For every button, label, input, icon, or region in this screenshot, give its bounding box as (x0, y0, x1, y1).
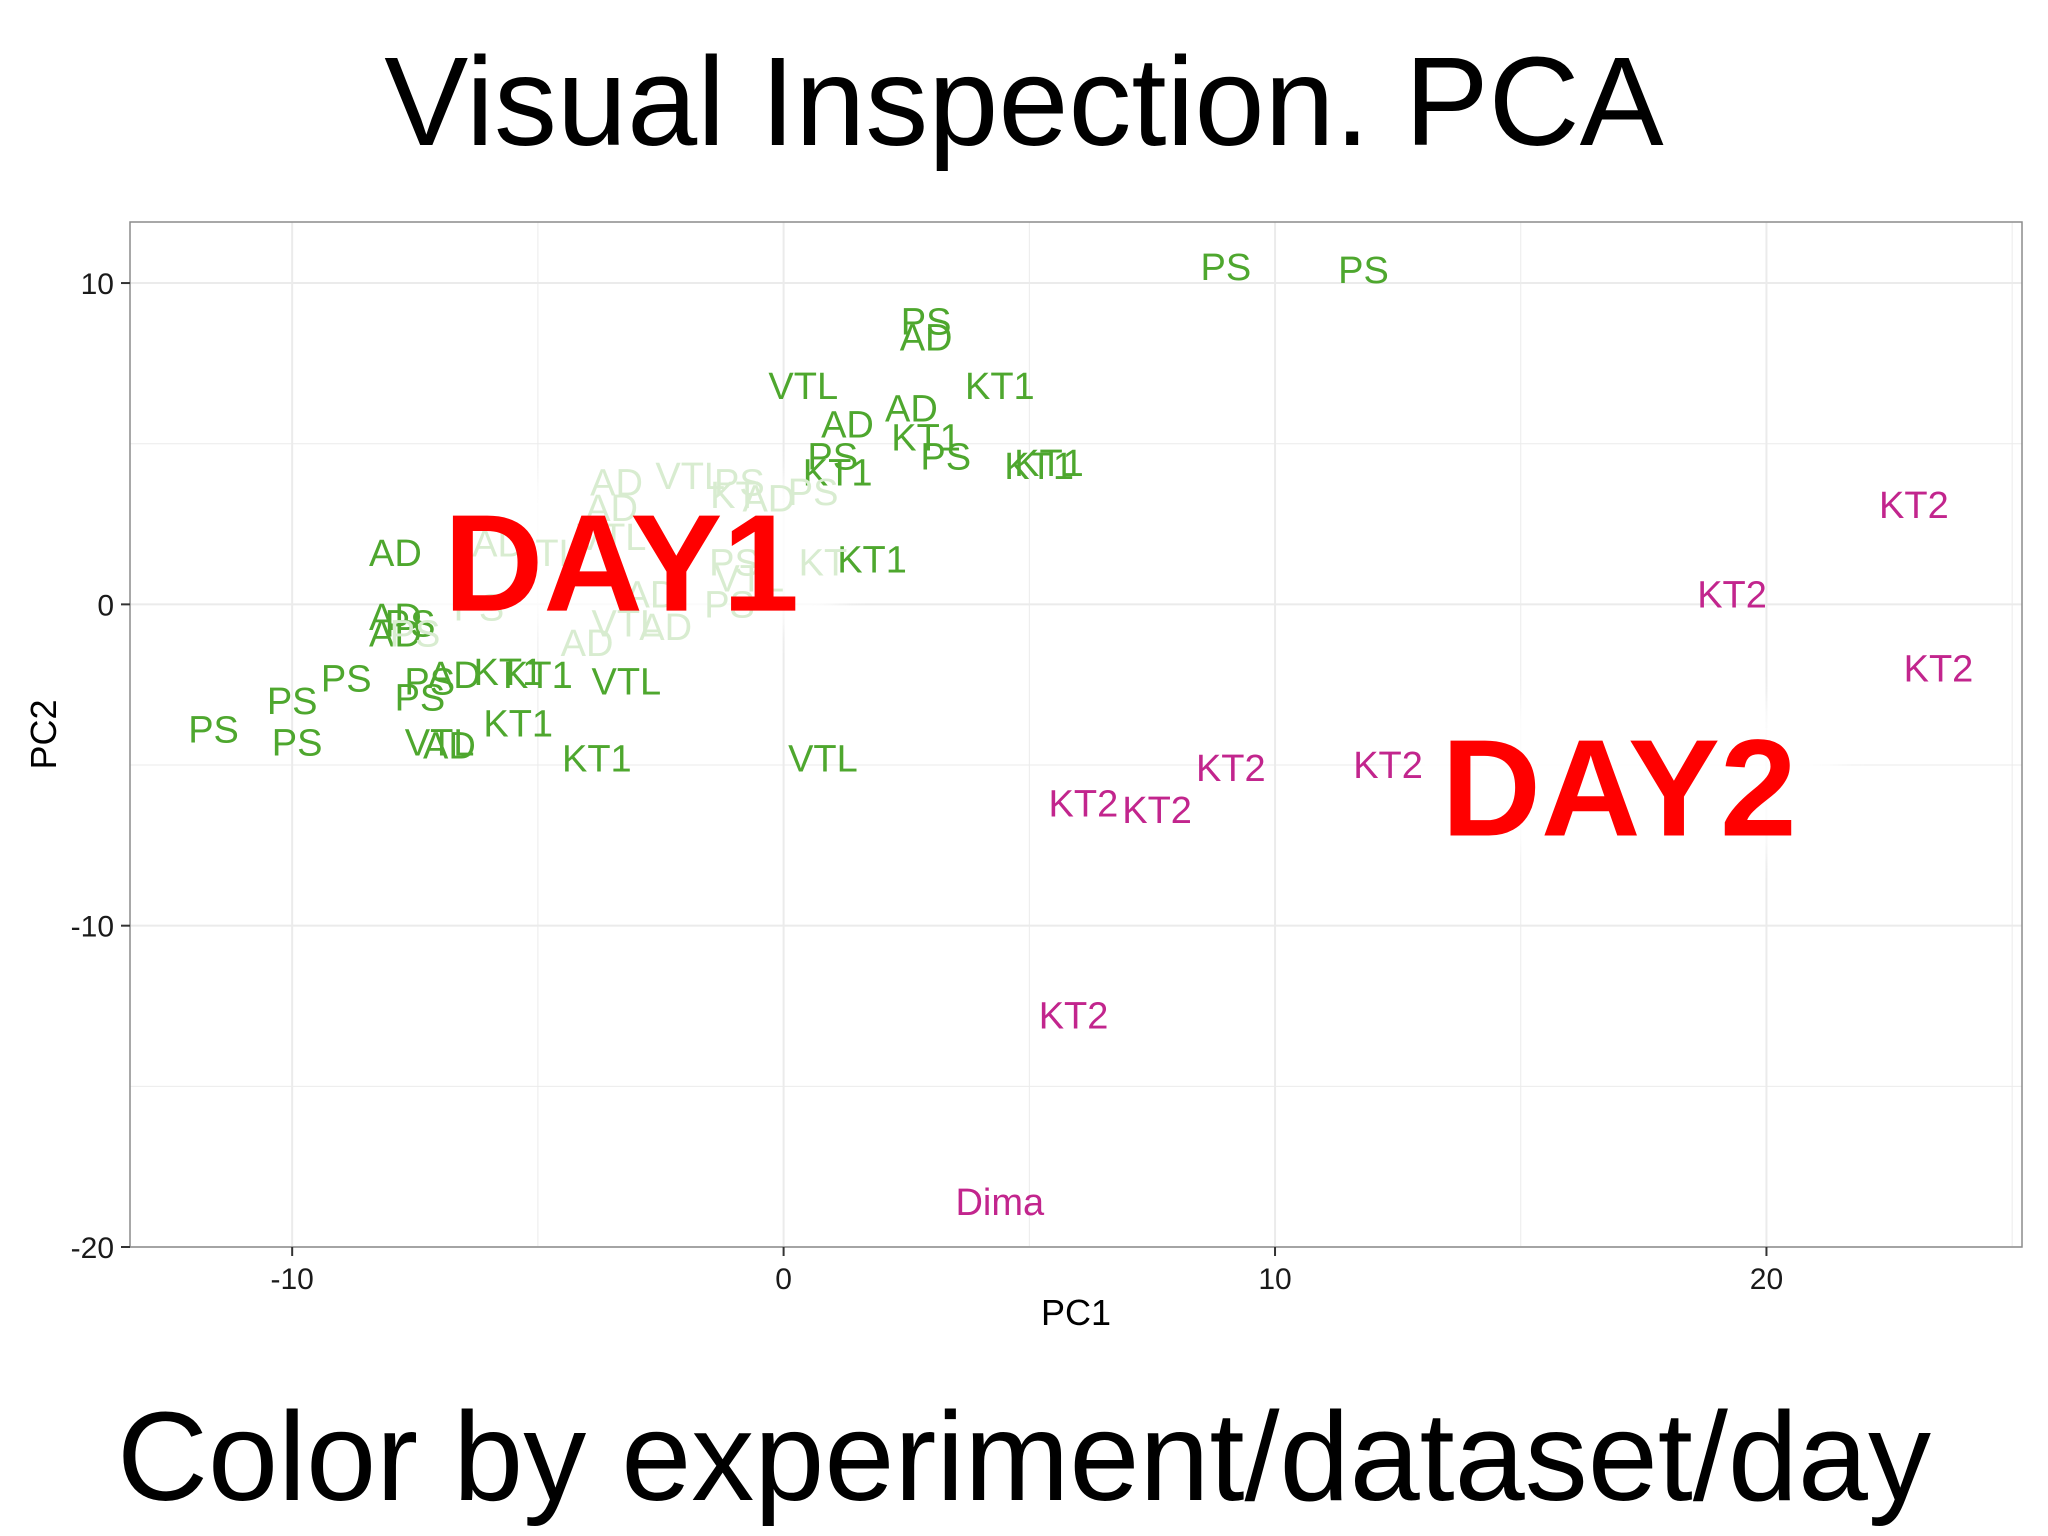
point-label: PS (321, 658, 372, 700)
point-label: PS (1338, 250, 1389, 292)
point-label: AD (561, 623, 614, 665)
point-label: PS (704, 584, 755, 626)
axes: -10 0 10 20 -20 -10 0 10 (71, 268, 1784, 1296)
point-label: AD (585, 488, 638, 530)
point-label: KT1 (803, 453, 873, 495)
point-label: KT (799, 543, 848, 585)
point-label: PS (920, 437, 971, 479)
point-label: AD (423, 726, 476, 768)
slide-subtitle: Color by experiment/dataset/day (117, 1386, 1931, 1527)
slide-title: Visual Inspection. PCA (384, 31, 1664, 172)
point-label: KT1 (891, 417, 961, 459)
point-label: VTL (788, 739, 858, 781)
point-label: KT2 (1697, 575, 1767, 617)
day-annotations: DAY1 DAY2 (444, 487, 1797, 866)
point-label: KT1 (483, 703, 553, 745)
point-label: PS (188, 710, 239, 752)
x-tick-label: 10 (1258, 1263, 1291, 1296)
x-tick-label: 20 (1750, 1263, 1783, 1296)
point-label: PS (267, 681, 318, 723)
point-label: VTL (714, 559, 784, 601)
point-label: VTL (591, 661, 661, 703)
point-label: AD (369, 597, 422, 639)
point-label: VTL (655, 456, 725, 498)
point-label: VTL (577, 517, 647, 559)
point-label: AD (885, 388, 938, 430)
point-label: KT2 (1879, 485, 1949, 527)
point-label: PS (390, 613, 441, 655)
point-label: AD (742, 478, 795, 520)
day-callout: DAY1 (444, 487, 799, 641)
point-label: VTL (768, 366, 838, 408)
x-tick-label: 0 (775, 1263, 792, 1296)
point-label: KT2 (1196, 748, 1266, 790)
point-label: AD (472, 523, 525, 565)
day-callout: DAY2 (1441, 712, 1796, 866)
y-tick-label: -20 (71, 1232, 114, 1265)
point-label: AD (821, 404, 874, 446)
y-tick-label: 10 (81, 268, 114, 301)
y-axis-label: PC2 (23, 699, 64, 769)
point-label: AD (369, 613, 422, 655)
point-label: KT2 (1122, 790, 1192, 832)
point-label: KT1 (965, 366, 1035, 408)
point-label: AD (900, 318, 953, 360)
x-axis-label: PC1 (1041, 1292, 1111, 1333)
y-tick-label: -10 (71, 911, 114, 944)
point-label: PS (807, 437, 858, 479)
point-label: VTL (405, 723, 475, 765)
point-label: PS (454, 588, 505, 630)
label-glow-overlays (401, 477, 1840, 853)
point-label: PS (272, 723, 323, 765)
point-label: PS (395, 678, 446, 720)
point-label: AD (639, 607, 692, 649)
point-label: PS (901, 302, 952, 344)
point-label: KT1 (503, 655, 573, 697)
point-label: PS (404, 661, 455, 703)
point-label: TL (535, 533, 579, 575)
point-label: AD (590, 462, 643, 504)
callout-backdrop (401, 477, 842, 628)
point-label: KT1 (474, 652, 544, 694)
point-label: KT2 (1353, 745, 1423, 787)
point-label: PS (709, 543, 760, 585)
point-label: PS (1201, 247, 1252, 289)
point-label: PS (385, 604, 436, 646)
point-label: KT2 (1904, 649, 1974, 691)
x-tick-label: -10 (270, 1263, 313, 1296)
panel-border (129, 221, 2023, 1248)
point-label: PS (788, 472, 839, 514)
point-label: KT (710, 475, 759, 517)
point-label: AD (428, 655, 481, 697)
point-label: VTL (591, 604, 661, 646)
point-label: Dima (955, 1182, 1045, 1224)
point-label: PS (714, 462, 765, 504)
point-label: AD (625, 575, 678, 617)
y-tick-label: 0 (97, 589, 114, 622)
point-label: KT1 (837, 539, 907, 581)
point-label: KT2 (1039, 996, 1109, 1038)
point-label: KT1 (1004, 446, 1074, 488)
callout-backdrop (1399, 702, 1840, 853)
point-label: KT1 (1014, 443, 1084, 485)
point-label: AD (369, 533, 422, 575)
point-label: KT1 (562, 739, 632, 781)
point-label: KT2 (1049, 784, 1119, 826)
